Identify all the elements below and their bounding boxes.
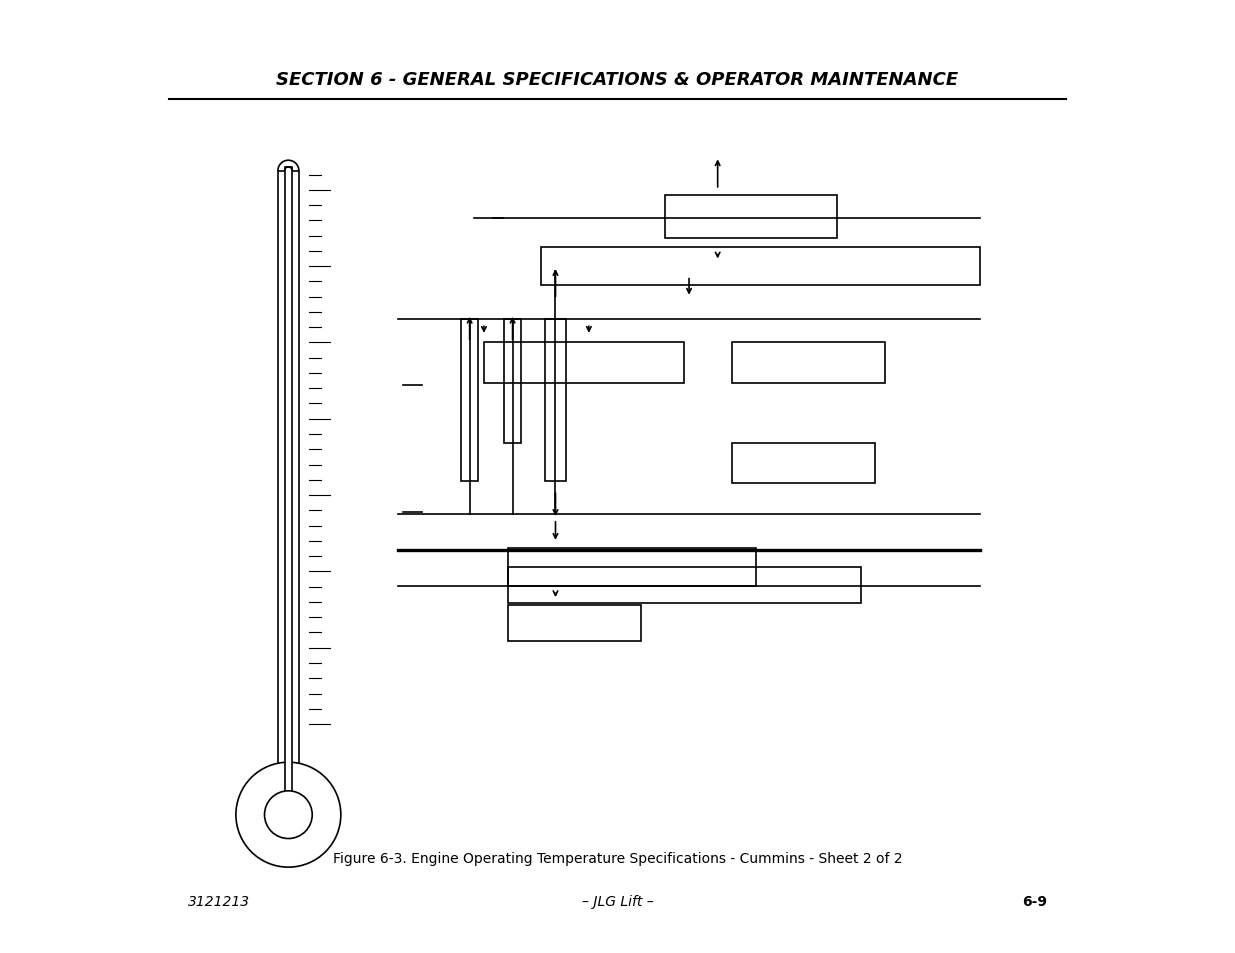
Circle shape [236,762,341,867]
Bar [545,319,566,481]
Bar [732,443,876,483]
Text: SECTION 6 - GENERAL SPECIFICATIONS & OPERATOR MAINTENANCE: SECTION 6 - GENERAL SPECIFICATIONS & OPE… [277,71,958,89]
Bar [732,343,884,383]
Bar [504,319,521,443]
Text: 6-9: 6-9 [1021,894,1047,907]
Bar [484,343,684,383]
Bar [508,605,641,641]
Text: Figure 6-3. Engine Operating Temperature Specifications - Cummins - Sheet 2 of 2: Figure 6-3. Engine Operating Temperature… [332,851,903,864]
Bar [284,168,293,815]
Bar [461,319,478,481]
Bar [541,248,981,286]
Bar [508,548,756,586]
Circle shape [264,791,312,839]
Bar [278,172,299,815]
Bar [666,195,837,238]
Text: 3121213: 3121213 [188,894,251,907]
Bar [508,567,861,603]
Text: – JLG Lift –: – JLG Lift – [582,894,653,907]
